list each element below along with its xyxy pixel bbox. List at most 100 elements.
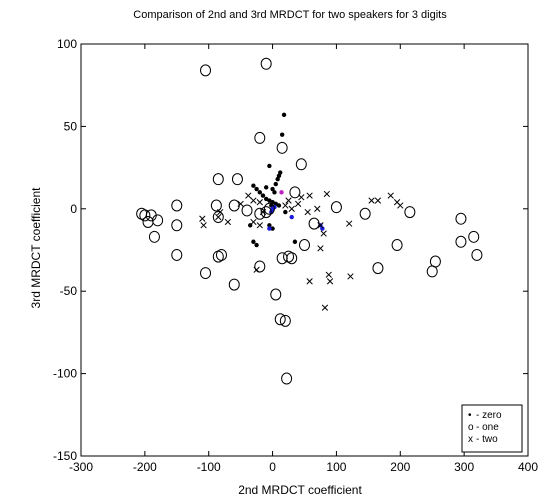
legend-marker: •: [468, 410, 472, 421]
point-circle: [148, 230, 160, 243]
point-x: [259, 208, 267, 216]
legend-box: [461, 404, 523, 453]
point-dot: [267, 163, 272, 169]
point-dot: [267, 226, 272, 231]
point-circle: [241, 204, 253, 217]
x-axis-label: 2nd MRDCT coefficient: [238, 483, 362, 497]
y-axis-label: 3rd MRDCT coefficient: [29, 187, 43, 309]
point-circle: [455, 235, 467, 248]
point-circle: [263, 202, 275, 215]
point-circle: [279, 314, 291, 327]
point-x: [306, 278, 313, 285]
point-circle: [254, 207, 266, 220]
point-circle: [289, 186, 301, 199]
x-tick-label: 200: [390, 460, 410, 474]
point-dot: [292, 239, 298, 244]
point-circle: [270, 288, 282, 301]
point-x: [224, 218, 232, 226]
point-dot: [278, 170, 283, 175]
x-tick-label: 0: [269, 460, 276, 474]
point-x: [325, 271, 332, 278]
legend-marker: o: [468, 422, 474, 433]
point-x: [285, 197, 292, 204]
y-tick-label: -150: [53, 449, 77, 463]
point-x: [347, 273, 354, 280]
point-circle: [200, 64, 212, 77]
point-x: [253, 266, 260, 273]
x-tick-label: -200: [133, 460, 157, 474]
y-tick-label: -100: [53, 367, 77, 381]
point-x: [237, 200, 244, 208]
x-tick-label: 400: [518, 460, 538, 474]
point-circle: [276, 252, 288, 265]
point-circle: [299, 239, 310, 252]
point-x: [323, 190, 331, 198]
point-x: [199, 215, 206, 222]
point-dot: [260, 193, 266, 198]
chart-title: Comparison of 2nd and 3rd MRDCT for two …: [133, 9, 447, 21]
legend-entry: - one: [476, 422, 499, 433]
point-circle: [171, 248, 183, 261]
point-dot: [257, 190, 262, 195]
plot-area: -300 -200 -100 0 100 200 300 400 -150 -100 -50 0 50 1…: [53, 37, 538, 474]
point-x: [346, 220, 353, 227]
point-dot: [272, 190, 277, 195]
point-circle: [295, 158, 307, 171]
legend-marker: x: [468, 434, 473, 445]
point-circle: [429, 255, 441, 268]
point-dot: [320, 226, 325, 231]
point-circle: [171, 219, 183, 232]
point-circle: [276, 141, 288, 154]
point-circle: [274, 313, 286, 326]
point-dot: [254, 186, 259, 192]
point-dot: [276, 173, 282, 179]
point-dot: [251, 239, 256, 244]
point-x: [256, 199, 263, 206]
point-dot: [279, 132, 285, 137]
point-x: [320, 230, 327, 237]
point-circle: [283, 250, 295, 263]
point-circle: [212, 211, 224, 224]
point-x: [368, 197, 375, 204]
point-circle: [330, 201, 342, 214]
point-x: [317, 222, 324, 229]
point-circle: [455, 212, 467, 225]
point-circle: [254, 131, 266, 144]
point-circle: [471, 248, 483, 261]
x-tick-label: -300: [69, 460, 93, 474]
x-tick-label: -100: [197, 460, 221, 474]
point-x: [256, 222, 263, 229]
point-circle: [281, 372, 293, 385]
y-tick-label: 50: [64, 119, 78, 133]
point-x: [217, 208, 224, 216]
point-x: [282, 202, 289, 209]
point-circle: [254, 260, 266, 273]
y-tick-label: 100: [57, 37, 77, 51]
point-circle: [231, 173, 243, 186]
point-x: [387, 192, 394, 199]
point-circle: [260, 57, 272, 70]
legend-entry: - zero: [476, 410, 502, 421]
point-circle: [171, 199, 183, 212]
point-circle: [228, 278, 240, 291]
point-circle: [139, 209, 151, 222]
point-circle: [200, 267, 212, 280]
point-x: [397, 202, 404, 209]
point-circle: [212, 173, 224, 186]
point-dot: [276, 203, 282, 208]
point-x: [321, 304, 329, 311]
point-circle: [260, 206, 272, 219]
point-circle: [391, 239, 403, 252]
point-x: [294, 200, 302, 208]
plot-frame: [80, 43, 529, 457]
point-dot: [279, 190, 284, 195]
point-x: [288, 205, 295, 212]
point-dot: [254, 242, 259, 248]
point-x: [326, 278, 334, 285]
point-circle: [142, 215, 154, 228]
point-x: [304, 208, 311, 216]
point-circle: [359, 207, 371, 220]
x-tick-label: 100: [326, 460, 346, 474]
point-dot: [251, 183, 256, 188]
